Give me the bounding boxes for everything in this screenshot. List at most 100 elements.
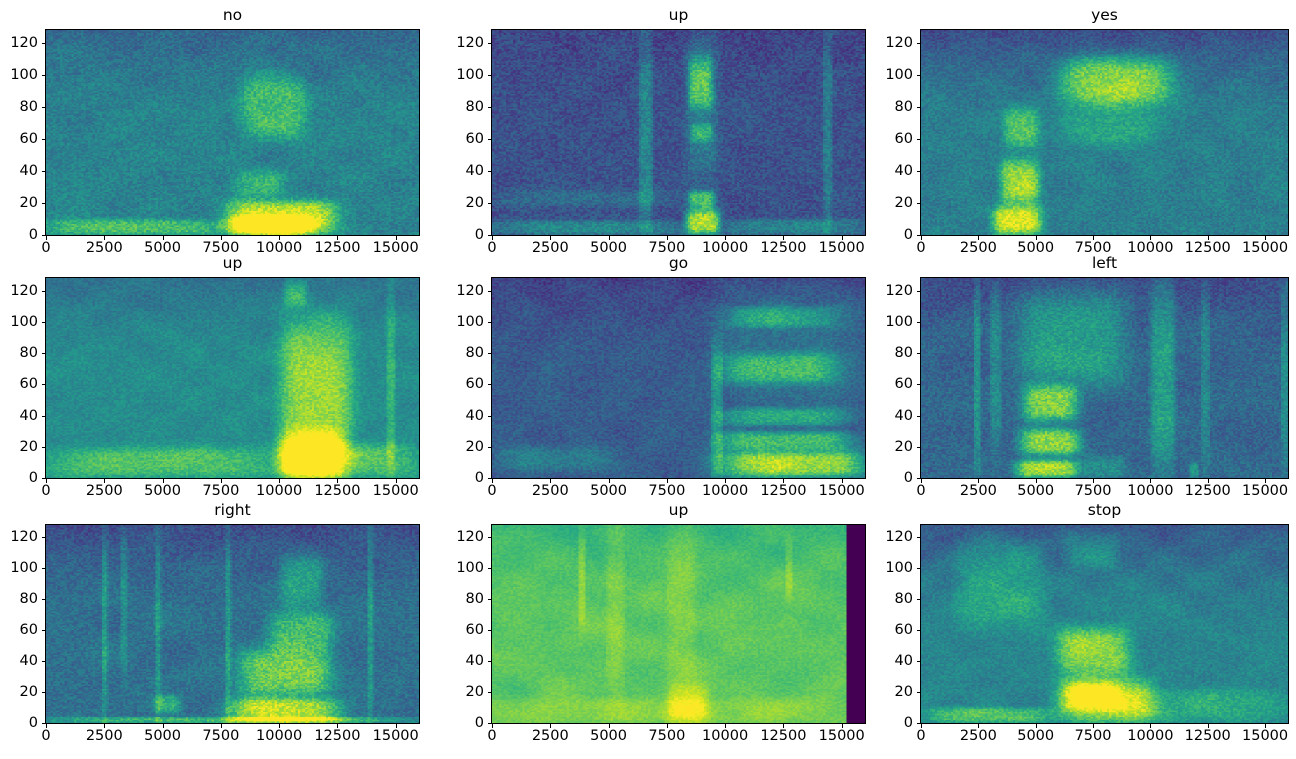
y-tick-label: 120 [456, 529, 484, 546]
y-tick-mark [41, 291, 45, 292]
x-tick-label: 12500 [760, 240, 807, 256]
y-tick-mark [41, 139, 45, 140]
y-tick-mark [487, 75, 491, 76]
y-tick-label: 0 [903, 469, 913, 486]
x-tick-label: 2500 [959, 240, 997, 256]
x-tick-label: 0 [916, 483, 926, 499]
x-tick-mark [550, 479, 551, 483]
x-tick-mark [783, 236, 784, 240]
x-tick-label: 10000 [1127, 483, 1174, 499]
y-tick-mark [916, 353, 920, 354]
x-tick-mark [1208, 479, 1209, 483]
x-tick-label: 2500 [531, 483, 569, 499]
x-tick-mark [1265, 724, 1266, 728]
spectrogram-image-1 [491, 29, 866, 236]
x-tick-label: 15000 [1241, 728, 1289, 744]
x-tick-label: 7500 [202, 240, 240, 256]
y-tick-label: 60 [19, 621, 38, 638]
x-tick-label: 7500 [1074, 240, 1112, 256]
x-tick-mark [396, 479, 397, 483]
x-tick-label: 7500 [648, 240, 686, 256]
x-tick-mark [842, 479, 843, 483]
x-tick-label: 10000 [256, 483, 303, 499]
subplot-title: go [668, 254, 689, 272]
y-tick-mark [487, 568, 491, 569]
y-tick-label: 80 [19, 344, 38, 361]
x-tick-mark [279, 236, 280, 240]
y-tick-label: 100 [10, 560, 38, 577]
y-tick-label: 120 [456, 282, 484, 299]
y-tick-mark [41, 43, 45, 44]
y-tick-label: 40 [19, 162, 38, 179]
x-tick-mark [921, 479, 922, 483]
x-tick-mark [783, 479, 784, 483]
y-tick-mark [487, 203, 491, 204]
y-tick-label: 80 [465, 344, 484, 361]
x-tick-mark [550, 724, 551, 728]
y-tick-mark [916, 447, 920, 448]
y-tick-mark [41, 353, 45, 354]
y-tick-label: 0 [28, 226, 38, 243]
y-tick-mark [916, 384, 920, 385]
y-tick-label: 120 [10, 282, 38, 299]
y-tick-label: 120 [885, 282, 913, 299]
y-tick-mark [916, 692, 920, 693]
x-tick-mark [1208, 724, 1209, 728]
x-tick-mark [1265, 236, 1266, 240]
x-tick-label: 2500 [85, 728, 123, 744]
y-tick-mark [487, 630, 491, 631]
y-tick-label: 100 [10, 66, 38, 83]
x-tick-mark [46, 724, 47, 728]
y-tick-label: 60 [894, 621, 913, 638]
x-tick-label: 5000 [1017, 728, 1055, 744]
x-tick-mark [978, 479, 979, 483]
x-tick-label: 0 [487, 483, 497, 499]
y-tick-label: 0 [474, 469, 484, 486]
y-tick-mark [487, 692, 491, 693]
y-tick-label: 40 [465, 407, 484, 424]
y-tick-label: 20 [894, 194, 913, 211]
y-tick-label: 60 [19, 130, 38, 147]
y-tick-mark [487, 235, 491, 236]
x-tick-label: 7500 [202, 483, 240, 499]
x-tick-mark [609, 724, 610, 728]
y-tick-label: 20 [19, 438, 38, 455]
x-tick-label: 12500 [760, 728, 807, 744]
y-tick-label: 80 [894, 591, 913, 607]
y-tick-label: 80 [465, 591, 484, 607]
subplot-title: up [222, 254, 243, 272]
y-tick-mark [41, 599, 45, 600]
x-tick-label: 2500 [531, 240, 569, 256]
y-tick-mark [41, 568, 45, 569]
x-tick-mark [46, 479, 47, 483]
y-tick-mark [487, 447, 491, 448]
x-tick-mark [725, 479, 726, 483]
spectrogram-image-4 [491, 277, 866, 479]
spectrogram-image-6 [45, 524, 420, 724]
x-tick-label: 2500 [531, 728, 569, 744]
x-tick-mark [396, 236, 397, 240]
x-tick-mark [725, 724, 726, 728]
x-tick-mark [104, 724, 105, 728]
x-tick-mark [163, 236, 164, 240]
y-tick-mark [916, 235, 920, 236]
x-tick-label: 10000 [702, 483, 749, 499]
x-tick-label: 0 [487, 240, 497, 256]
x-tick-label: 15000 [818, 728, 865, 744]
x-tick-mark [1093, 479, 1094, 483]
x-tick-mark [921, 236, 922, 240]
y-tick-mark [41, 107, 45, 108]
x-tick-label: 10000 [256, 728, 303, 744]
x-tick-label: 10000 [256, 240, 303, 256]
x-tick-label: 5000 [1017, 483, 1055, 499]
y-tick-label: 20 [19, 683, 38, 700]
y-tick-mark [487, 537, 491, 538]
y-tick-mark [41, 537, 45, 538]
x-tick-mark [1093, 724, 1094, 728]
y-tick-label: 120 [885, 34, 913, 51]
y-tick-label: 60 [894, 130, 913, 147]
